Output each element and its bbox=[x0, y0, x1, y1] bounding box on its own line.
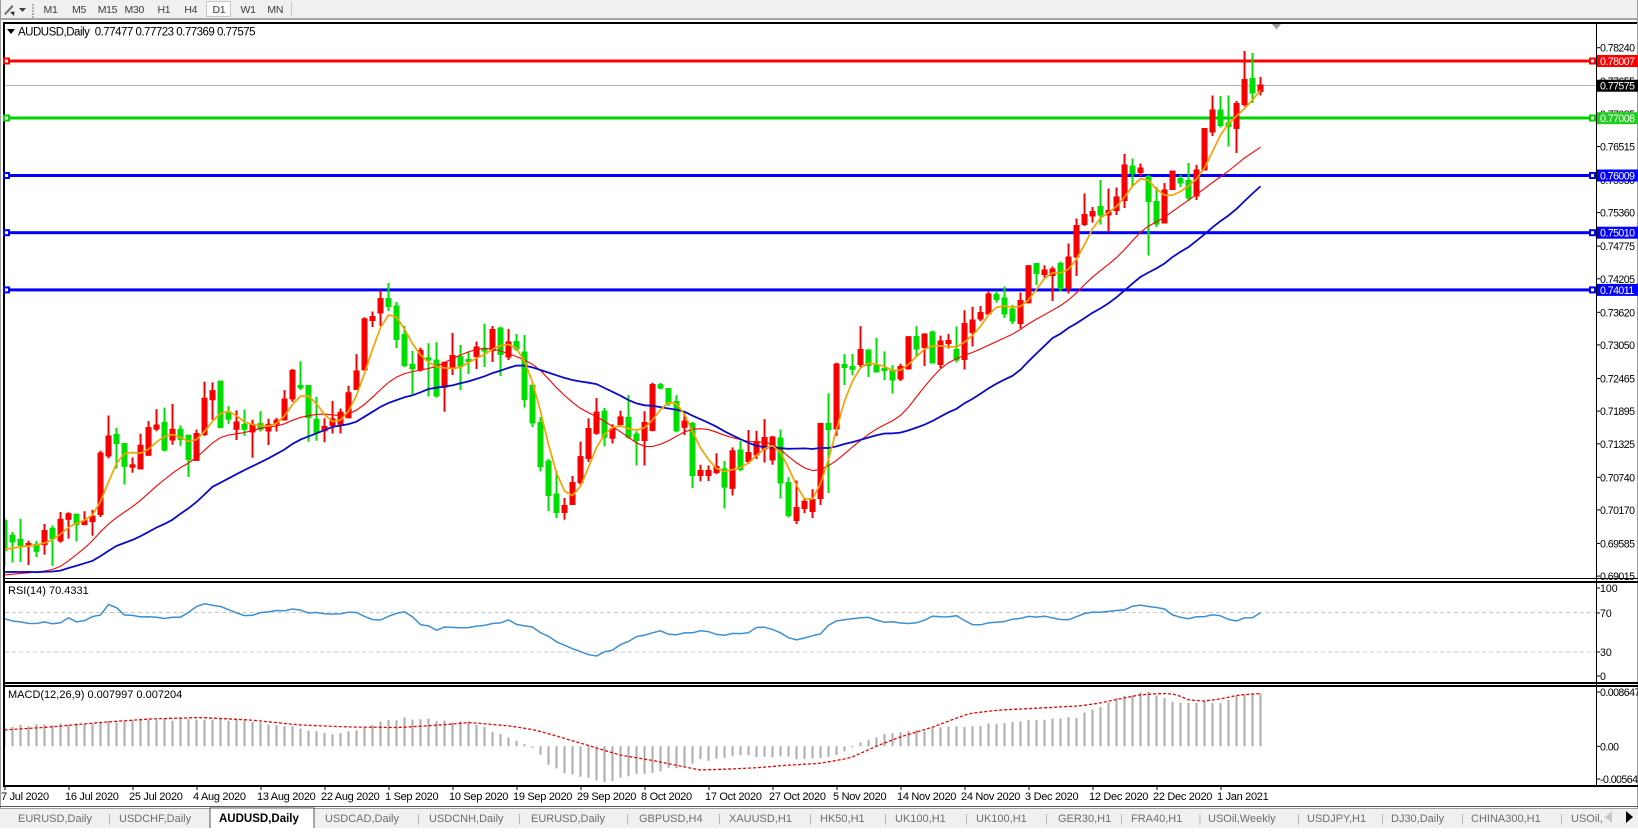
svg-text:AUDUSD,Daily: AUDUSD,Daily bbox=[219, 813, 299, 825]
svg-text:XAUUSD,H1: XAUUSD,H1 bbox=[729, 813, 792, 825]
svg-text:3 Dec 2020: 3 Dec 2020 bbox=[1025, 791, 1078, 803]
svg-text:29 Sep 2020: 29 Sep 2020 bbox=[577, 791, 636, 803]
svg-text:UK100,H1: UK100,H1 bbox=[895, 813, 946, 825]
svg-text:22 Dec 2020: 22 Dec 2020 bbox=[1153, 791, 1212, 803]
svg-text:|: | bbox=[1297, 813, 1300, 825]
svg-text:|: | bbox=[1381, 813, 1384, 825]
svg-text:0.73050: 0.73050 bbox=[1600, 340, 1635, 352]
svg-text:24 Nov 2020: 24 Nov 2020 bbox=[961, 791, 1020, 803]
svg-text:5 Nov 2020: 5 Nov 2020 bbox=[833, 791, 886, 803]
svg-text:MACD(12,26,9) 0.007997 0.00720: MACD(12,26,9) 0.007997 0.007204 bbox=[8, 689, 182, 701]
svg-text:1 Sep 2020: 1 Sep 2020 bbox=[385, 791, 438, 803]
svg-text:FRA40,H1: FRA40,H1 bbox=[1131, 813, 1182, 825]
svg-text:0.69015: 0.69015 bbox=[1600, 571, 1635, 583]
svg-text:1 Jan 2021: 1 Jan 2021 bbox=[1217, 791, 1269, 803]
svg-text:CHINA300,H1: CHINA300,H1 bbox=[1471, 813, 1541, 825]
svg-text:0.75360: 0.75360 bbox=[1600, 208, 1635, 220]
svg-text:0.73620: 0.73620 bbox=[1600, 307, 1635, 319]
svg-text:0.00: 0.00 bbox=[1600, 741, 1619, 753]
svg-text:|: | bbox=[417, 813, 420, 825]
svg-text:MN: MN bbox=[267, 4, 283, 16]
svg-text:M5: M5 bbox=[72, 4, 86, 16]
svg-text:GBPUSD,H4: GBPUSD,H4 bbox=[639, 813, 703, 825]
svg-text:|: | bbox=[1120, 813, 1123, 825]
svg-text:0.74775: 0.74775 bbox=[1600, 241, 1635, 253]
svg-text:0.008647: 0.008647 bbox=[1600, 687, 1638, 699]
svg-text:27 Oct 2020: 27 Oct 2020 bbox=[769, 791, 826, 803]
svg-text:|: | bbox=[108, 813, 111, 825]
svg-text:USDCAD,Daily: USDCAD,Daily bbox=[325, 813, 399, 825]
svg-text:0.76515: 0.76515 bbox=[1600, 142, 1635, 154]
svg-text:GER30,H1: GER30,H1 bbox=[1058, 813, 1111, 825]
svg-text:0.70740: 0.70740 bbox=[1600, 472, 1635, 484]
svg-text:25 Jul 2020: 25 Jul 2020 bbox=[129, 791, 183, 803]
svg-text:EURUSD,Daily: EURUSD,Daily bbox=[18, 813, 92, 825]
svg-text:16 Jul 2020: 16 Jul 2020 bbox=[65, 791, 119, 803]
svg-text:|: | bbox=[965, 813, 968, 825]
svg-text:4 Aug 2020: 4 Aug 2020 bbox=[193, 791, 246, 803]
svg-text:-0.005642: -0.005642 bbox=[1600, 774, 1638, 786]
svg-text:0.69585: 0.69585 bbox=[1600, 538, 1635, 550]
svg-text:0.76009: 0.76009 bbox=[1600, 171, 1635, 183]
svg-text:|: | bbox=[884, 813, 887, 825]
svg-text:17 Oct 2020: 17 Oct 2020 bbox=[705, 791, 762, 803]
svg-text:D1: D1 bbox=[213, 4, 226, 16]
svg-text:19 Sep 2020: 19 Sep 2020 bbox=[513, 791, 572, 803]
svg-text:30: 30 bbox=[1600, 647, 1612, 659]
svg-text:22 Aug 2020: 22 Aug 2020 bbox=[321, 791, 380, 803]
svg-text:0.78240: 0.78240 bbox=[1600, 43, 1635, 55]
svg-text:HK50,H1: HK50,H1 bbox=[820, 813, 865, 825]
svg-text:14 Nov 2020: 14 Nov 2020 bbox=[897, 791, 956, 803]
svg-text:100: 100 bbox=[1600, 583, 1618, 595]
svg-text:AUDUSD,Daily 0.77477 0.77723: AUDUSD,Daily 0.77477 0.77723 0.77369 0.7… bbox=[18, 27, 255, 39]
svg-text:70: 70 bbox=[1600, 608, 1612, 620]
svg-text:|: | bbox=[809, 813, 812, 825]
svg-text:0.75010: 0.75010 bbox=[1600, 228, 1635, 240]
svg-text:RSI(14) 70.4331: RSI(14) 70.4331 bbox=[8, 585, 89, 597]
svg-text:|: | bbox=[1199, 813, 1202, 825]
svg-text:USDCHF,Daily: USDCHF,Daily bbox=[119, 813, 192, 825]
svg-text:0.74011: 0.74011 bbox=[1600, 285, 1634, 297]
svg-text:USDCNH,Daily: USDCNH,Daily bbox=[429, 813, 504, 825]
svg-text:W1: W1 bbox=[241, 4, 257, 16]
svg-text:0.70170: 0.70170 bbox=[1600, 505, 1635, 517]
svg-text:EURUSD,Daily: EURUSD,Daily bbox=[531, 813, 605, 825]
svg-text:|: | bbox=[1461, 813, 1464, 825]
svg-text:M30: M30 bbox=[125, 4, 145, 16]
svg-text:|: | bbox=[1560, 813, 1563, 825]
svg-text:10 Sep 2020: 10 Sep 2020 bbox=[449, 791, 508, 803]
svg-text:M15: M15 bbox=[98, 4, 118, 16]
svg-text:0.72465: 0.72465 bbox=[1600, 374, 1635, 386]
svg-text:13 Aug 2020: 13 Aug 2020 bbox=[257, 791, 316, 803]
svg-text:|: | bbox=[1045, 813, 1048, 825]
svg-text:H4: H4 bbox=[184, 4, 197, 16]
svg-text:0.78007: 0.78007 bbox=[1600, 56, 1635, 68]
svg-text:0.77008: 0.77008 bbox=[1600, 113, 1635, 125]
svg-text:UK100,H1: UK100,H1 bbox=[976, 813, 1027, 825]
svg-text:7 Jul 2020: 7 Jul 2020 bbox=[1, 791, 49, 803]
svg-text:8 Oct 2020: 8 Oct 2020 bbox=[641, 791, 692, 803]
svg-text:0.77575: 0.77575 bbox=[1600, 81, 1635, 93]
svg-text:0.71895: 0.71895 bbox=[1600, 406, 1635, 418]
svg-text:USDJPY,H1: USDJPY,H1 bbox=[1307, 813, 1366, 825]
svg-text:0.74205: 0.74205 bbox=[1600, 274, 1635, 286]
svg-text:H1: H1 bbox=[158, 4, 171, 16]
svg-text:|: | bbox=[518, 813, 521, 825]
svg-text:USOil,: USOil, bbox=[1571, 813, 1603, 825]
svg-text:|: | bbox=[626, 813, 629, 825]
svg-text:M1: M1 bbox=[44, 4, 58, 16]
svg-text:DJ30,Daily: DJ30,Daily bbox=[1391, 813, 1445, 825]
svg-text:USOil,Weekly: USOil,Weekly bbox=[1208, 813, 1276, 825]
svg-text:|: | bbox=[718, 813, 721, 825]
svg-text:0.71325: 0.71325 bbox=[1600, 439, 1635, 451]
svg-text:12 Dec 2020: 12 Dec 2020 bbox=[1089, 791, 1148, 803]
svg-text:0: 0 bbox=[1600, 671, 1606, 683]
